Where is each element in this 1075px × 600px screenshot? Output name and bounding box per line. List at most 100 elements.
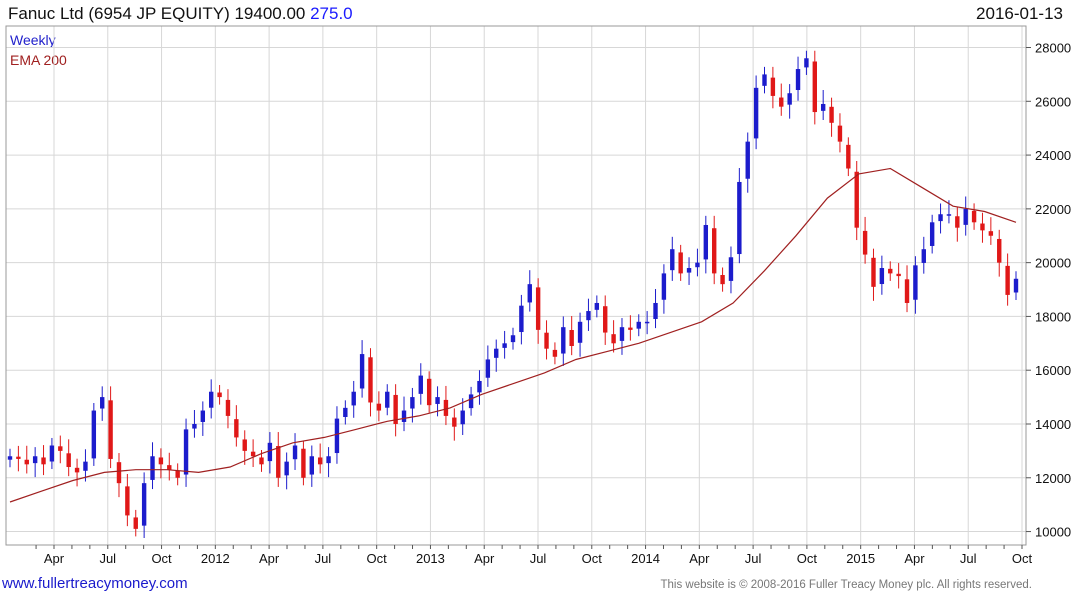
candle-body [334, 418, 340, 454]
candle-body [510, 335, 516, 343]
candle-body [703, 224, 709, 260]
y-tick-label: 16000 [1035, 363, 1071, 378]
candle-body [83, 461, 88, 471]
candle-body [896, 273, 901, 277]
x-tick-label: Apr [259, 551, 280, 566]
candle-body [988, 231, 994, 236]
candle-body [468, 394, 474, 409]
candle-body [1013, 278, 1019, 293]
candle-body [737, 181, 742, 255]
candle-body [795, 69, 801, 91]
candle-body [284, 461, 289, 476]
candle-body [619, 327, 625, 341]
candle-body [678, 252, 683, 274]
y-tick-label: 28000 [1035, 41, 1071, 56]
candle-body [577, 321, 583, 343]
candle-body [728, 257, 734, 281]
y-tick-label: 14000 [1035, 417, 1071, 432]
candle-body [418, 375, 423, 394]
candle-body [561, 327, 566, 354]
candle-body [192, 423, 197, 429]
y-tick-label: 22000 [1035, 202, 1071, 217]
candle-body [695, 262, 700, 268]
candle-body [74, 467, 80, 473]
candle-body [477, 380, 482, 393]
candle-body [133, 517, 138, 529]
y-tick-label: 20000 [1035, 256, 1071, 271]
candle-body [938, 214, 943, 222]
candle-body [720, 275, 725, 285]
y-tick-label: 26000 [1035, 94, 1071, 109]
candle-body [309, 456, 314, 475]
y-axis: 10000 12000 14000 16000 18000 20000 22000 24000… [1026, 41, 1071, 540]
candle-body [921, 249, 926, 263]
candle-body [359, 354, 365, 389]
candle-body [527, 284, 532, 303]
candle-body [410, 397, 415, 409]
candle-body [544, 332, 549, 349]
candle-body [158, 457, 164, 465]
candle-body [401, 410, 407, 422]
ema-200-line [9, 167, 1017, 503]
grid-lines [6, 26, 1026, 545]
candle-body [628, 327, 633, 330]
candle-body [91, 410, 97, 459]
chart-date: 2016-01-13 [976, 4, 1063, 23]
candle-body [41, 457, 46, 465]
candle-body [209, 391, 214, 408]
candle-body [234, 419, 239, 438]
candle-body [955, 216, 960, 228]
candle-body [594, 302, 600, 310]
chart-title: Fanuc Ltd (6954 JP EQUITY) 19400.00 [8, 4, 306, 23]
candle-body [200, 410, 206, 422]
candle-body [762, 74, 767, 86]
candle-body [485, 359, 491, 378]
candle-body [343, 407, 348, 417]
candle-body [141, 483, 147, 526]
candle-body [49, 445, 55, 462]
candle-body [385, 391, 390, 408]
candle-body [443, 399, 449, 416]
candle-body [16, 456, 21, 459]
candle-body [100, 397, 105, 409]
candle-body [150, 456, 155, 480]
x-tick-label: Apr [44, 551, 65, 566]
x-tick-label: Oct [367, 551, 388, 566]
candle-body [259, 457, 264, 465]
candle-body [292, 445, 298, 460]
candle-body [971, 210, 977, 223]
candle-body [1005, 265, 1010, 295]
candle-body [879, 268, 885, 285]
candle-body [435, 397, 440, 404]
candle-body [929, 222, 935, 246]
candle-body [846, 144, 851, 169]
candle-body [376, 403, 382, 411]
candle-body [175, 470, 180, 478]
candle-body [317, 457, 323, 465]
candle-body [250, 451, 256, 457]
candle-body [946, 214, 952, 216]
candlestick-series [7, 50, 1019, 539]
candle-body [603, 306, 608, 333]
x-tick-label: 2015 [846, 551, 875, 566]
candle-body [32, 456, 38, 464]
candle-body [644, 321, 650, 324]
candle-body [997, 238, 1002, 263]
candle-body [712, 228, 717, 274]
x-tick-label: 2012 [201, 551, 230, 566]
x-axis: Apr Jul Oct 2012 Apr Jul Oct 2013 Apr Jul Oct 2014 A… [35, 545, 1032, 566]
candle-body [661, 273, 667, 300]
price-change: 275.0 [310, 4, 353, 23]
candle-body [862, 230, 868, 255]
x-tick-label: Oct [151, 551, 172, 566]
candle-body [904, 279, 910, 303]
candle-body [452, 417, 457, 427]
candle-body [24, 459, 29, 465]
plot-frame [5, 25, 1027, 546]
x-tick-label: Apr [474, 551, 495, 566]
candle-body [460, 410, 465, 425]
site-link[interactable]: www.fullertreacymoney.com [2, 575, 188, 592]
candle-body [753, 87, 759, 139]
candle-body [913, 265, 918, 300]
